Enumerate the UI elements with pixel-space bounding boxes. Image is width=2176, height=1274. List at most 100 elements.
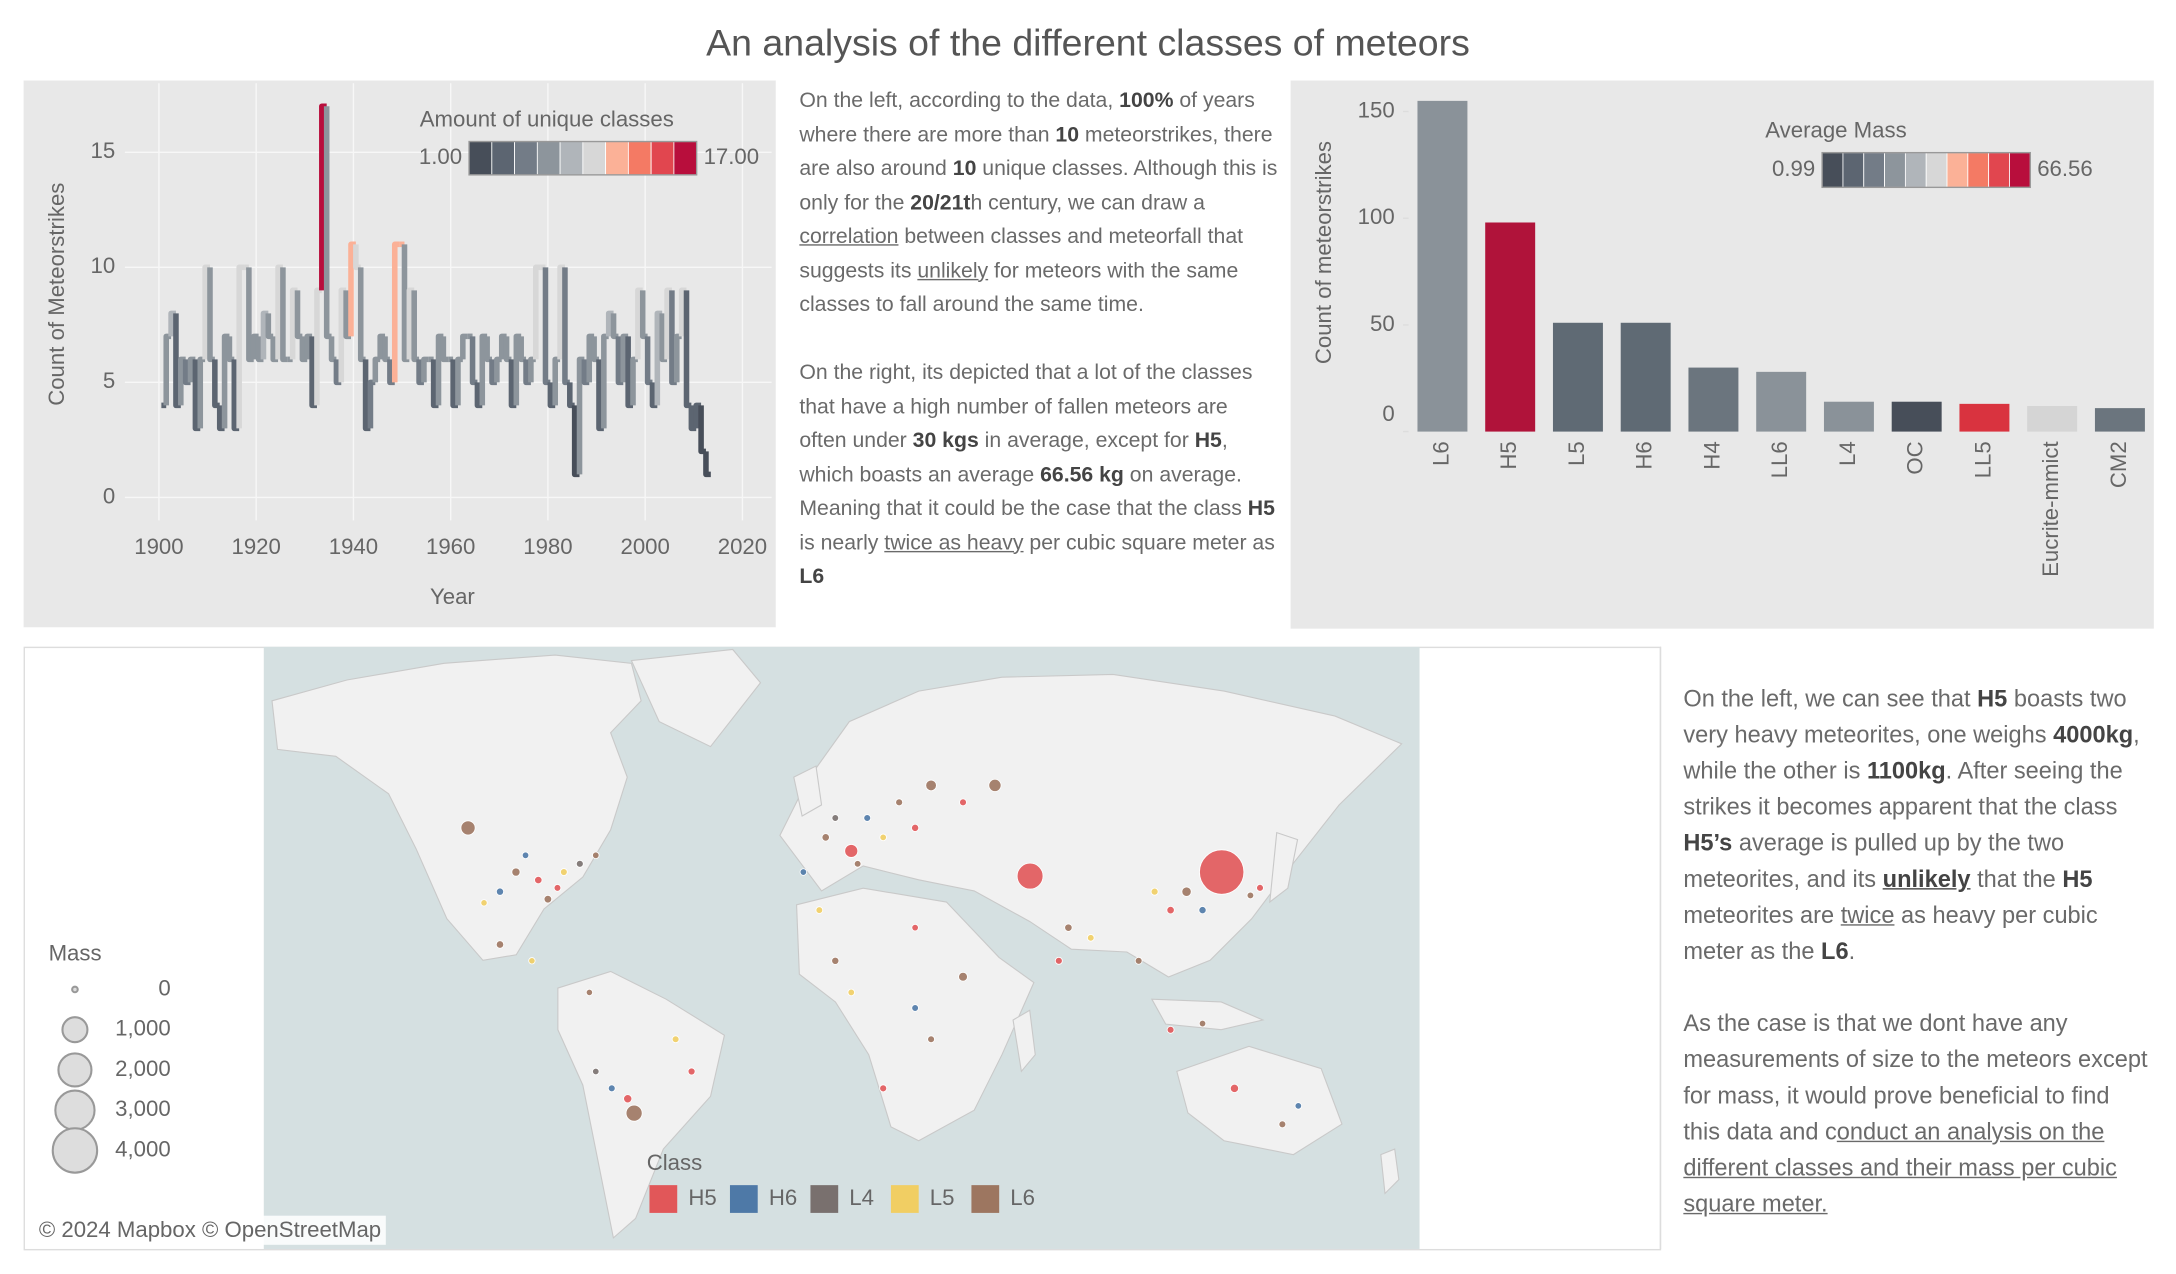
legend-swatch bbox=[1904, 152, 1927, 188]
map-point bbox=[553, 884, 562, 892]
map-point bbox=[1181, 886, 1192, 897]
text-run: is nearly bbox=[799, 530, 885, 555]
right-text: On the left, we can see that H5 boasts t… bbox=[1683, 681, 2148, 1258]
legend-swatch bbox=[1925, 152, 1948, 188]
map-point bbox=[879, 833, 887, 842]
line-step bbox=[294, 290, 303, 340]
text-run: , which boasts an average bbox=[799, 428, 1228, 487]
text-run: As the case is that we dont have any mea… bbox=[1683, 1010, 2148, 1145]
x-tick-label: 1940 bbox=[329, 534, 378, 559]
map-point bbox=[988, 778, 1002, 792]
x-tick-label: Eucrite-mmict bbox=[2038, 441, 2063, 577]
legend-frame bbox=[468, 140, 698, 176]
map-point bbox=[1016, 862, 1044, 890]
x-tick-label: OC bbox=[1903, 441, 1928, 474]
legend-swatch bbox=[514, 141, 538, 176]
map-point bbox=[460, 820, 476, 836]
size-legend-mark bbox=[61, 1016, 89, 1044]
bar bbox=[1552, 322, 1603, 432]
legend-max: 17.00 bbox=[704, 144, 760, 169]
line-step bbox=[178, 356, 186, 406]
line-step bbox=[620, 333, 629, 383]
bar bbox=[1620, 322, 1671, 432]
legend-min: 1.00 bbox=[419, 144, 462, 169]
x-tick-label: L4 bbox=[1835, 441, 1860, 466]
x-tick-label: LL5 bbox=[1970, 441, 1995, 478]
map-point bbox=[911, 823, 920, 832]
line-step bbox=[518, 336, 527, 363]
bold-text: 10 bbox=[1055, 122, 1080, 147]
line-step bbox=[280, 267, 288, 363]
line-step bbox=[440, 336, 449, 363]
bar bbox=[2094, 408, 2145, 432]
map-point bbox=[1166, 905, 1175, 915]
legend-swatch bbox=[729, 1185, 758, 1213]
size-legend-mark bbox=[57, 1052, 93, 1088]
bold-text: H5 bbox=[2062, 865, 2093, 893]
paragraph: As the case is that we dont have any mea… bbox=[1683, 1006, 2148, 1222]
y-tick-label: 150 bbox=[1358, 97, 1395, 122]
map-point bbox=[625, 1104, 643, 1122]
map-point bbox=[1150, 887, 1159, 896]
line-step bbox=[484, 336, 493, 363]
size-legend-mark bbox=[51, 1127, 99, 1174]
x-tick-label: H4 bbox=[1699, 441, 1724, 469]
line-step bbox=[513, 333, 522, 406]
map-point bbox=[521, 851, 530, 860]
left-text: On the left, according to the data, 100%… bbox=[799, 85, 1278, 629]
map-point bbox=[927, 1035, 935, 1044]
text-run: for meteors with the same classes to fal… bbox=[799, 258, 1239, 317]
line-step bbox=[435, 333, 444, 406]
text-run: between classes and meteorfall that sugg… bbox=[799, 224, 1244, 283]
legend-swatch bbox=[1842, 152, 1865, 188]
map-point bbox=[480, 899, 488, 907]
underline-text: correlation bbox=[799, 224, 899, 249]
bar bbox=[1417, 100, 1468, 432]
x-tick-label: LL6 bbox=[1767, 441, 1792, 478]
line-step bbox=[265, 313, 274, 340]
map-point bbox=[592, 1067, 600, 1076]
line-step bbox=[187, 356, 196, 383]
text-run: On the left, we can see that bbox=[1683, 685, 1978, 712]
land bbox=[271, 648, 1403, 1239]
legend-frame bbox=[1821, 151, 2031, 189]
x-tick-label: 1980 bbox=[523, 534, 572, 559]
bold-text: H5’s bbox=[1683, 829, 1733, 857]
bar bbox=[1959, 403, 2010, 432]
map-point bbox=[959, 798, 967, 807]
bar bbox=[1688, 367, 1739, 432]
line-step bbox=[703, 451, 711, 478]
map-point bbox=[911, 923, 919, 932]
map-point bbox=[831, 956, 840, 965]
x-tick-label: L6 bbox=[1428, 441, 1453, 466]
underline-text: onduct an analysis on the different clas… bbox=[1683, 1118, 2117, 1218]
legend-swatch bbox=[582, 141, 607, 176]
y-tick-label: 50 bbox=[1370, 311, 1395, 336]
legend-swatch bbox=[491, 141, 515, 176]
map-point bbox=[847, 988, 855, 997]
legend-title: Amount of unique classes bbox=[420, 107, 674, 132]
line-step bbox=[479, 333, 488, 406]
map-point bbox=[511, 867, 521, 877]
x-tick-label: H6 bbox=[1632, 441, 1657, 469]
legend-swatch bbox=[605, 141, 629, 176]
line-step bbox=[328, 336, 337, 363]
bold-text: 4000kg bbox=[2053, 721, 2134, 748]
y-tick-label: 5 bbox=[103, 368, 115, 393]
legend-swatch bbox=[627, 141, 652, 176]
x-tick-label: 1900 bbox=[134, 534, 183, 559]
map-point bbox=[799, 868, 808, 876]
map-point bbox=[1064, 923, 1073, 932]
line-step bbox=[610, 313, 619, 340]
bold-text: L6 bbox=[799, 564, 825, 589]
map-point bbox=[592, 851, 600, 860]
bold-text: 100% bbox=[1119, 88, 1174, 113]
text-run: , while the other is bbox=[1683, 721, 2140, 785]
legend-label: L5 bbox=[930, 1185, 955, 1210]
map-point bbox=[958, 971, 968, 982]
map-point bbox=[925, 779, 937, 792]
bold-text: H5 bbox=[1977, 685, 2008, 712]
map-point bbox=[687, 1067, 696, 1076]
legend-swatch bbox=[1967, 152, 1990, 188]
map-point bbox=[1229, 1083, 1240, 1093]
